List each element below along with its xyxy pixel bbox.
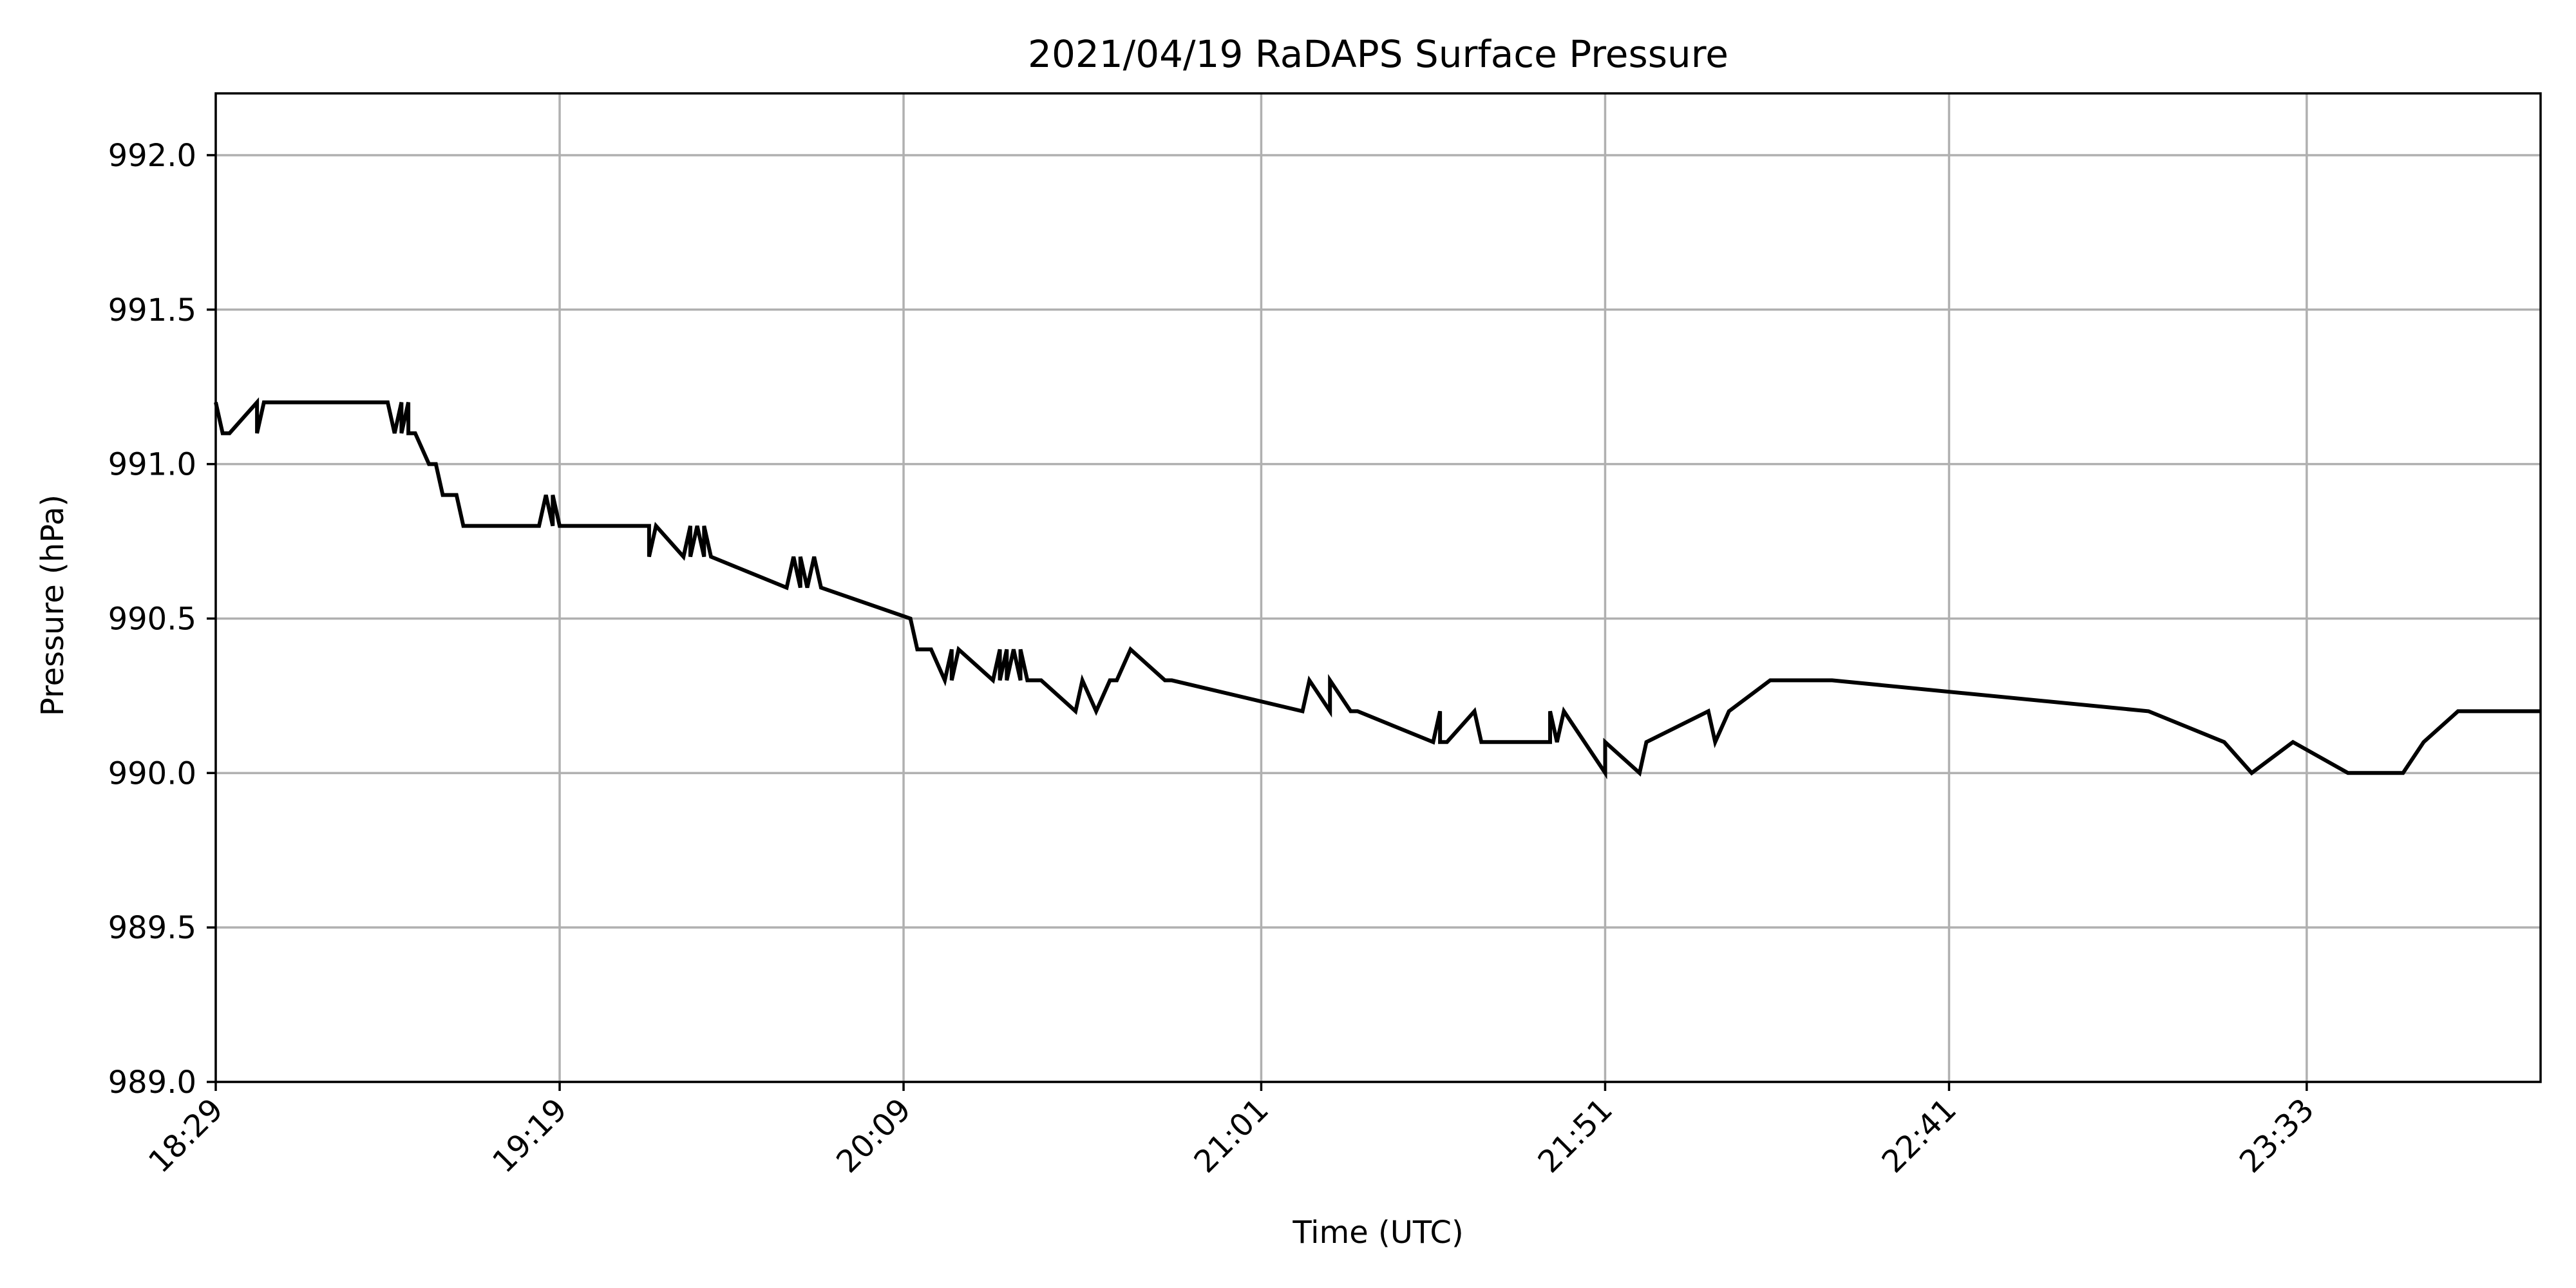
y-tick-label: 989.5 — [108, 910, 196, 946]
y-tick-label: 991.0 — [108, 447, 196, 483]
y-tick-label: 992.0 — [108, 138, 196, 174]
y-tick-label: 991.5 — [108, 292, 196, 328]
chart-title: 2021/04/19 RaDAPS Surface Pressure — [1028, 32, 1728, 76]
y-tick-label: 989.0 — [108, 1065, 196, 1101]
x-axis-label: Time (UTC) — [1292, 1215, 1463, 1251]
y-axis-label: Pressure (hPa) — [35, 495, 71, 716]
plot-frame — [214, 92, 2542, 1083]
grid — [214, 93, 2541, 1083]
y-tick-label: 990.0 — [108, 755, 196, 791]
y-tick-label: 990.5 — [108, 601, 196, 637]
pressure-series-line — [214, 397, 2541, 780]
